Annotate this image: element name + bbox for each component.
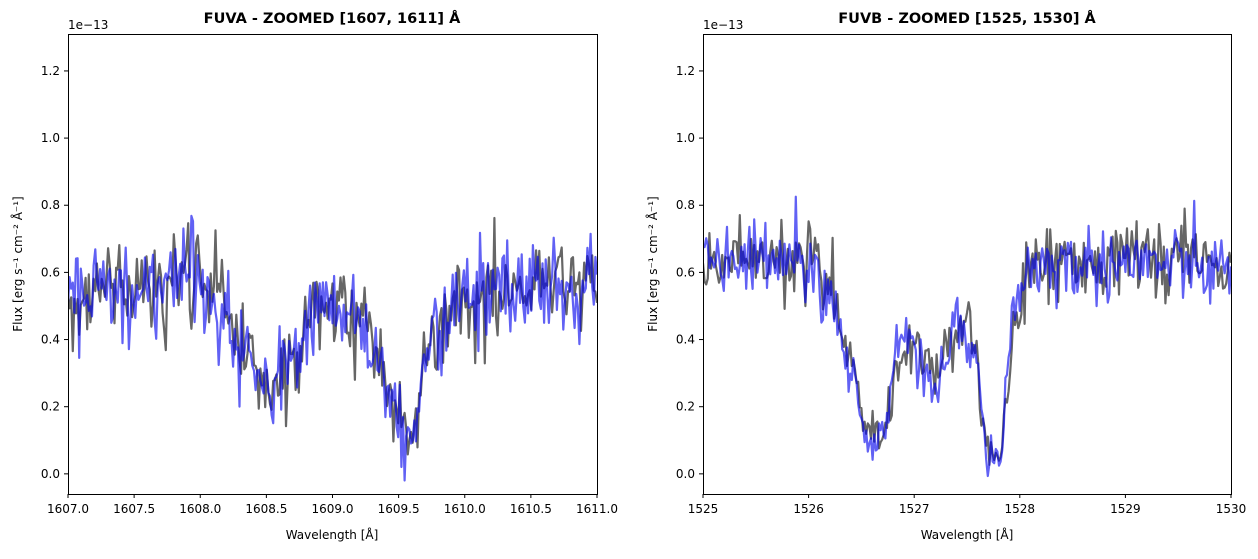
gray-spectrum-line	[68, 216, 597, 456]
panel-title: FUVA - ZOOMED [1607, 1611] Å	[204, 10, 461, 27]
x-tick-label: 1530	[1216, 502, 1247, 516]
x-tick-label: 1525	[688, 502, 719, 516]
y-tick-label: 0.4	[676, 333, 695, 347]
x-tick-label: 1608.0	[179, 502, 221, 516]
x-tick-label: 1527	[899, 502, 930, 516]
panel-title: FUVB - ZOOMED [1525, 1530] Å	[838, 10, 1096, 27]
y-tick-label: 0.4	[41, 333, 60, 347]
y-axis-label: Flux [erg s⁻¹ cm⁻² Å⁻¹]	[10, 196, 25, 331]
x-tick-label: 1607.0	[47, 502, 89, 516]
y-tick-label: 0.0	[41, 467, 60, 481]
y-tick-label: 0.6	[41, 265, 60, 279]
y-tick-label: 0.8	[41, 198, 60, 212]
y-offset-label: 1e−13	[703, 18, 743, 32]
spectrum-lines	[68, 214, 597, 482]
x-tick-label: 1610.0	[444, 502, 486, 516]
y-offset-label: 1e−13	[68, 18, 108, 32]
y-tick-label: 0.8	[676, 198, 695, 212]
x-tick-label: 1529	[1110, 502, 1141, 516]
x-tick-label: 1609.0	[312, 502, 354, 516]
spectrum-lines	[703, 195, 1231, 478]
x-tick-label: 1610.5	[510, 502, 552, 516]
blue-spectrum-line	[703, 195, 1231, 478]
axes-frame	[703, 34, 1232, 495]
y-tick-label: 1.0	[41, 131, 60, 145]
x-axis-ticks: 1525 1526 1527 1528 1529 1530	[688, 494, 1247, 516]
x-tick-label: 1526	[793, 502, 824, 516]
gray-spectrum-line	[703, 207, 1231, 466]
y-tick-label: 1.2	[41, 64, 60, 78]
y-axis-label: Flux [erg s⁻¹ cm⁻² Å⁻¹]	[645, 196, 660, 331]
fuva-panel: FUVA - ZOOMED [1607, 1611] Å 1e−13 0.00.…	[10, 10, 618, 542]
x-axis-label: Wavelength [Å]	[921, 527, 1014, 542]
y-tick-label: 0.2	[41, 400, 60, 414]
x-axis-ticks: 1607.0 1607.5 1608.0 1608.5 1609.0 1609.5 1610…	[47, 494, 618, 516]
axes-frame	[68, 34, 598, 495]
y-tick-label: 1.2	[676, 64, 695, 78]
y-tick-label: 0.0	[676, 467, 695, 481]
x-tick-label: 1528	[1005, 502, 1036, 516]
blue-spectrum-line	[68, 214, 597, 482]
y-tick-label: 1.0	[676, 131, 695, 145]
y-tick-label: 0.6	[676, 265, 695, 279]
y-axis-ticks: 0.0 0.2 0.4 0.6 0.8 1.0 1.2	[41, 64, 68, 481]
x-tick-label: 1611.0	[576, 502, 618, 516]
y-axis-ticks: 0.0 0.2 0.4 0.6 0.8 1.0 1.2	[676, 64, 703, 481]
x-tick-label: 1607.5	[113, 502, 155, 516]
x-tick-label: 1609.5	[378, 502, 420, 516]
y-tick-label: 0.2	[676, 400, 695, 414]
fuvb-panel: FUVB - ZOOMED [1525, 1530] Å 1e−13 0.00.…	[645, 10, 1246, 542]
x-tick-label: 1608.5	[245, 502, 287, 516]
x-axis-label: Wavelength [Å]	[286, 527, 379, 542]
